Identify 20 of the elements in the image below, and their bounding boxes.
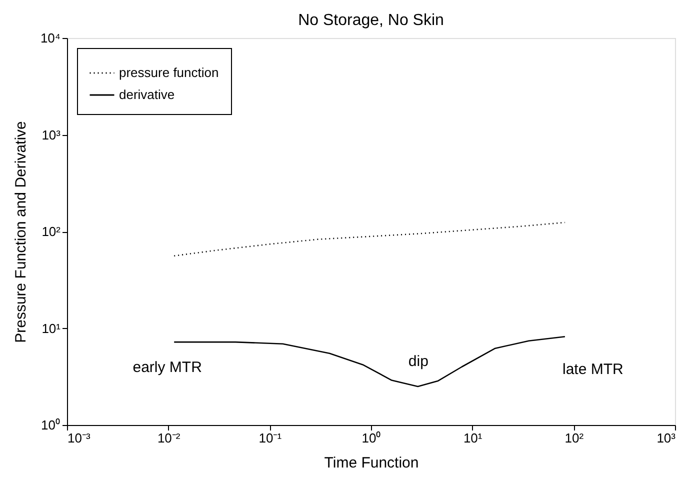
x-tick-label: 10³	[656, 430, 676, 446]
y-tick-label: 10⁰	[41, 418, 60, 432]
x-tick-label: 10¹	[463, 430, 483, 446]
y-axis-title: Pressure Function and Derivative	[12, 121, 30, 343]
y-tick-label: 10²	[42, 224, 62, 239]
x-tick-label: 10⁻²	[157, 430, 181, 446]
y-tick-label: 10¹	[42, 320, 62, 336]
annotation: dip	[408, 353, 428, 370]
x-tick-label: 10²	[564, 430, 584, 446]
x-tick-label: 10⁻¹	[258, 430, 282, 446]
x-axis-title: Time Function	[324, 454, 419, 472]
annotation: early MTR	[132, 358, 202, 376]
y-tick-label: 10⁴	[40, 30, 60, 46]
y-tick-label: 10³	[42, 127, 62, 142]
legend-label: derivative	[119, 87, 175, 102]
chart-title: No Storage, No Skin	[298, 12, 444, 29]
x-tick-label: 10⁻³	[68, 430, 91, 446]
legend-label: pressure function	[119, 65, 219, 80]
x-tick-label: 10⁰	[362, 430, 382, 446]
annotation: late MTR	[562, 360, 624, 378]
